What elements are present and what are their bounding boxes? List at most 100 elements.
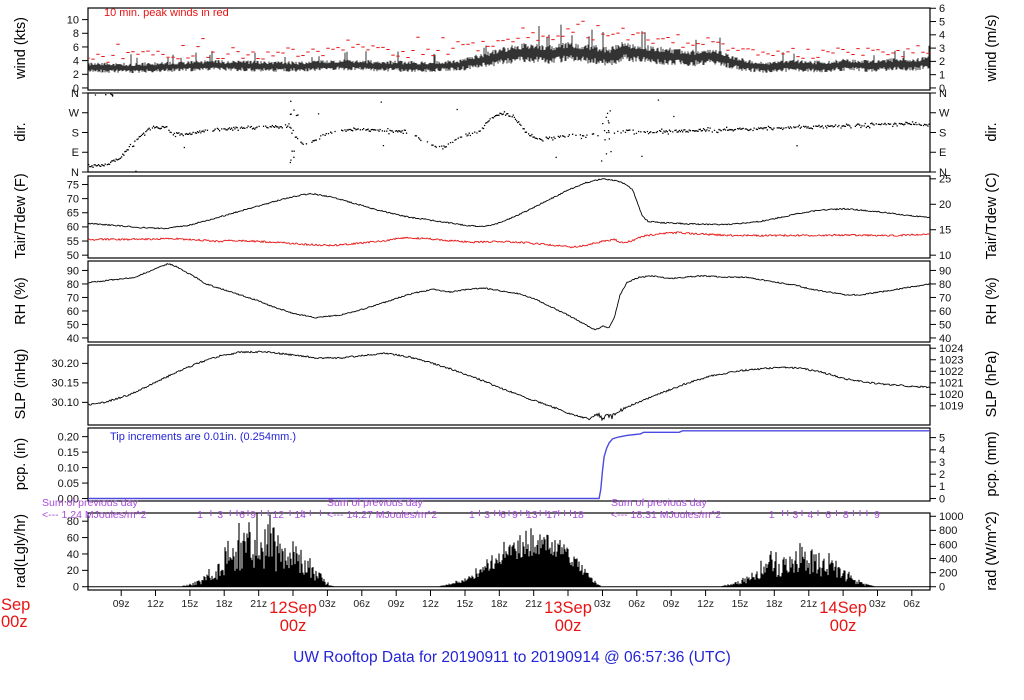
svg-text:20: 20 [939,199,951,211]
clipped-date-line1: Sep [1,596,31,614]
rad-series [88,513,930,588]
svg-text:9: 9 [250,509,256,521]
svg-text:15z: 15z [731,598,748,610]
svg-text:18z: 18z [766,598,783,610]
svg-text:60: 60 [939,306,951,318]
svg-text:6: 6 [500,509,506,521]
svg-text:600: 600 [939,539,957,551]
rad-sum-day3: Sum of previous day <--- 18.31 MJoules/m… [611,497,721,521]
svg-text:12z: 12z [422,598,439,610]
panel-tair-ticks: 50 55 60 65 70 75 10 15 20 25 [67,174,952,262]
svg-text:3: 3 [217,509,223,521]
svg-text:8: 8 [843,509,849,521]
svg-text:20: 20 [67,565,79,577]
svg-text:N: N [939,88,947,100]
svg-text:5: 5 [939,16,945,28]
svg-text:4: 4 [939,445,945,457]
svg-text:0.20: 0.20 [58,431,79,443]
svg-text:5: 5 [939,432,945,444]
svg-text:60: 60 [67,532,79,544]
tair-trace [88,178,930,230]
svg-text:1020: 1020 [939,389,963,401]
rad-sum-day2-line1: Sum of previous day [327,497,423,509]
rh-trace [88,263,930,331]
svg-text:40: 40 [67,333,79,345]
svg-text:50: 50 [67,250,79,262]
svg-text:3: 3 [792,509,798,521]
rad-sum-day2-line2: <--- 14.27 MJoules/m^2 [327,508,438,521]
tdew-trace [88,231,930,249]
svg-text:0: 0 [73,582,79,594]
svg-text:0.05: 0.05 [58,478,79,490]
svg-text:09z: 09z [388,598,405,610]
svg-text:13Sep: 13Sep [544,599,592,617]
svg-text:9: 9 [874,509,880,521]
svg-text:50: 50 [67,319,79,331]
svg-text:65: 65 [67,208,79,220]
svg-text:1: 1 [939,481,945,493]
svg-text:55: 55 [67,236,79,248]
svg-text:30.10: 30.10 [51,397,79,409]
svg-text:40: 40 [67,549,79,561]
rad-right-axis-label: rad (W/m^2) [984,510,1000,591]
dir-scatter [88,93,930,172]
svg-text:1: 1 [197,509,203,521]
svg-text:0: 0 [73,83,79,95]
svg-text:50: 50 [939,319,951,331]
svg-text:21z: 21z [525,598,542,610]
svg-text:12z: 12z [697,598,714,610]
svg-text:6: 6 [239,509,245,521]
svg-text:70: 70 [67,193,79,205]
svg-text:10: 10 [67,14,79,26]
rad-sum-day1-line2: <--- 1.24 MJoules/m^2 [42,508,147,521]
svg-text:14Sep: 14Sep [819,599,867,617]
svg-text:6: 6 [939,3,945,15]
svg-text:18: 18 [572,509,584,521]
svg-text:2: 2 [939,469,945,481]
svg-text:0: 0 [939,493,945,505]
svg-text:70: 70 [67,292,79,304]
svg-text:18z: 18z [216,598,233,610]
svg-text:60: 60 [67,222,79,234]
svg-text:3: 3 [939,457,945,469]
svg-text:0.15: 0.15 [58,447,79,459]
svg-text:21z: 21z [250,598,267,610]
svg-text:14: 14 [294,509,306,521]
svg-text:200: 200 [939,567,957,579]
svg-text:4: 4 [939,30,945,42]
svg-text:13: 13 [526,509,538,521]
svg-text:09z: 09z [113,598,130,610]
svg-text:8: 8 [73,28,79,40]
svg-text:60: 60 [67,306,79,318]
svg-text:00z: 00z [280,617,307,635]
svg-text:75: 75 [67,179,79,191]
svg-text:90: 90 [939,265,951,277]
rad-sum-day3-line1: Sum of previous day [611,497,707,509]
svg-text:30.20: 30.20 [51,358,79,370]
svg-text:0: 0 [939,582,945,594]
svg-text:1023: 1023 [939,355,963,367]
svg-text:1: 1 [469,509,475,521]
svg-text:80: 80 [67,516,79,528]
svg-text:W: W [69,108,80,120]
rad-cumulative-marks: 1 3 6 9 12 14 1 3 6 9 13 17 18 1 3 4 6 8 9 [197,509,880,521]
svg-text:0.10: 0.10 [58,462,79,474]
panel-tair: 50 55 60 65 70 75 10 15 20 25 [67,174,952,262]
clipped-date-line2: 00z [1,613,28,631]
svg-text:70: 70 [939,292,951,304]
svg-text:1000: 1000 [939,511,963,523]
svg-text:6: 6 [825,509,831,521]
svg-text:N: N [71,167,79,179]
svg-text:1022: 1022 [939,366,963,378]
svg-text:1024: 1024 [939,343,963,355]
